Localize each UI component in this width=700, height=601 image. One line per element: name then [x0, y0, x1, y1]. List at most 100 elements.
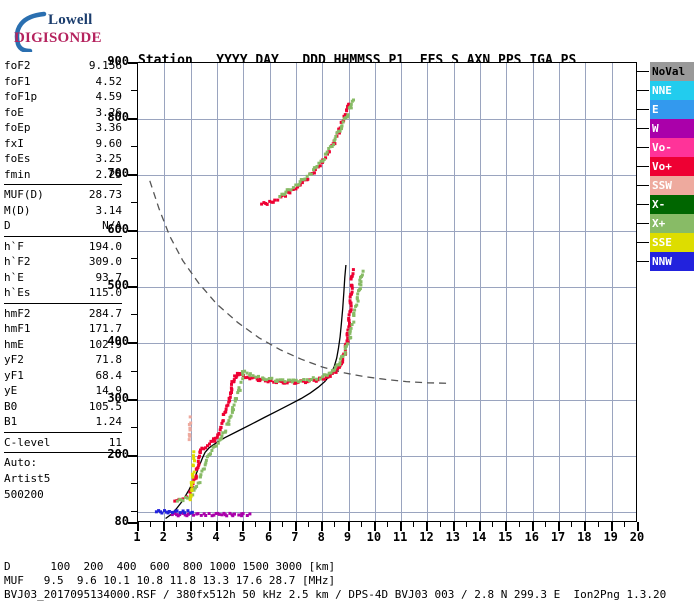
x-axis-tick-major [163, 522, 165, 531]
x-axis-tick-minor [334, 522, 335, 527]
y-axis-tick-minor [131, 90, 137, 91]
param-value: 93.7 [95, 270, 123, 284]
legend-tick [637, 242, 649, 243]
trace-7 [187, 415, 193, 442]
autoscaler-label: Auto: [4, 456, 38, 469]
logo-arc-icon [14, 11, 47, 52]
param-key: h`E [4, 270, 24, 284]
x-axis-tick-major [374, 522, 376, 531]
x-axis-tick-minor [545, 522, 546, 527]
x-axis-label: 8 [317, 530, 325, 544]
x-axis-label: 10 [366, 530, 382, 544]
y-axis-label: 80 [114, 514, 129, 528]
x-axis-tick-minor [598, 522, 599, 527]
x-axis-tick-minor [466, 522, 467, 527]
param-row: M(D) 3.14 [4, 203, 122, 219]
param-row: fxI 9.60 [4, 136, 122, 152]
y-axis-label: 500 [107, 278, 129, 293]
param-row: h`Es 115.0 [4, 285, 122, 301]
trace-2 [260, 102, 351, 206]
legend-item-nnw[interactable]: NNW [650, 252, 694, 271]
trace-1 [175, 269, 365, 503]
legend-tick [637, 204, 649, 205]
x-axis-tick-minor [150, 522, 151, 527]
x-axis-tick-major [611, 522, 613, 531]
param-key: yE [4, 384, 18, 397]
param-key: MUF(D) [4, 188, 44, 201]
param-value: 102.9 [88, 337, 122, 351]
trace-5 [154, 509, 194, 515]
legend-tick-marks [637, 62, 649, 290]
autoscaler-info: Auto: Artist5 500200 [4, 455, 122, 503]
legend-item-e[interactable]: E [650, 100, 694, 119]
param-key: foF2 [4, 59, 31, 72]
x-axis-tick-major [216, 522, 218, 531]
ionogram-plot[interactable] [137, 62, 637, 522]
param-key: C-level [4, 435, 51, 449]
y-axis-label: 900 [107, 54, 129, 68]
param-value: 3.26 [95, 105, 123, 119]
x-axis-tick-minor [440, 522, 441, 527]
x-axis-tick-minor [255, 522, 256, 527]
legend-item-sse[interactable]: SSE [650, 233, 694, 252]
polarization-legend: NoVal NNE E W Vo- Vo+ SSW X- X+ SSE NNW [650, 62, 694, 271]
param-key: fmin [4, 167, 31, 181]
param-key: foEp [4, 121, 31, 134]
x-axis-label: 5 [238, 530, 246, 544]
x-axis-tick-minor [624, 522, 625, 527]
x-axis-tick-major [348, 522, 350, 531]
x-axis-label: 6 [264, 530, 273, 544]
param-row: hmF1 171.7 [4, 321, 122, 337]
x-axis-label: 13 [445, 530, 460, 544]
param-row: h`F2 309.0 [4, 254, 122, 270]
param-row: foF2 9.156 [4, 58, 122, 74]
legend-item-nne[interactable]: NNE [650, 81, 694, 100]
param-value: 309.0 [88, 255, 122, 268]
param-value: 171.7 [88, 322, 122, 335]
param-row: hmF2 284.7 [4, 306, 122, 322]
param-key: h`F2 [4, 255, 31, 268]
ionospheric-parameters-panel: foF2 9.156 foF1 4.52 foF1p 4.59 foE 3.26 foE… [4, 58, 122, 503]
x-axis-label: 16 [524, 530, 539, 544]
ionogram-canvas[interactable] [138, 63, 637, 522]
legend-item-ssw[interactable]: SSW [650, 176, 694, 195]
x-axis-label: 11 [392, 530, 408, 544]
legend-item-vo-[interactable]: Vo- [650, 138, 694, 157]
x-axis-tick-minor [387, 522, 388, 527]
legend-item-x-[interactable]: X- [650, 195, 694, 214]
y-axis-tick-major [128, 522, 137, 524]
x-axis-label: 18 [577, 530, 592, 544]
x-axis-tick-major [400, 522, 402, 531]
param-value: 2.25 [95, 167, 123, 181]
param-group-profile: hmF2 284.7 hmF1 171.7 hmE 102.9 yF2 71.8 yF1… [4, 306, 122, 433]
param-group-muf: MUF(D) 28.73 M(D) 3.14 D N/A [4, 187, 122, 237]
y-axis-label: 700 [107, 166, 129, 181]
legend-tick [637, 261, 649, 262]
legend-tick [637, 166, 649, 167]
x-axis-tick-major [505, 522, 507, 531]
param-key: M(D) [4, 203, 31, 217]
param-row: foE 3.26 [4, 105, 122, 121]
x-axis-label: 4 [212, 530, 220, 544]
param-value: 3.14 [95, 203, 123, 217]
param-value: 4.52 [95, 74, 123, 88]
trace-4 [170, 511, 252, 518]
y-axis-tick-minor [131, 483, 137, 484]
legend-item-x-[interactable]: X+ [650, 214, 694, 233]
trace-3 [278, 98, 355, 198]
param-key: foF1p [4, 90, 38, 103]
param-group-frequencies: foF2 9.156 foF1 4.52 foF1p 4.59 foE 3.26 foE… [4, 58, 122, 185]
param-key: foE [4, 105, 24, 119]
legend-item-noval[interactable]: NoVal [650, 62, 694, 81]
param-key: h`Es [4, 286, 31, 299]
param-row: h`F 194.0 [4, 239, 122, 255]
y-axis-tick-major [128, 174, 137, 176]
x-axis-tick-major [558, 522, 560, 531]
legend-item-vo-[interactable]: Vo+ [650, 157, 694, 176]
legend-item-w[interactable]: W [650, 119, 694, 138]
param-row: D N/A [4, 218, 122, 234]
footer-distance-row: D 100 200 400 600 800 1000 1500 3000 [km… [4, 560, 336, 573]
y-axis-tick-minor [131, 511, 137, 512]
param-value: 3.36 [95, 121, 123, 134]
